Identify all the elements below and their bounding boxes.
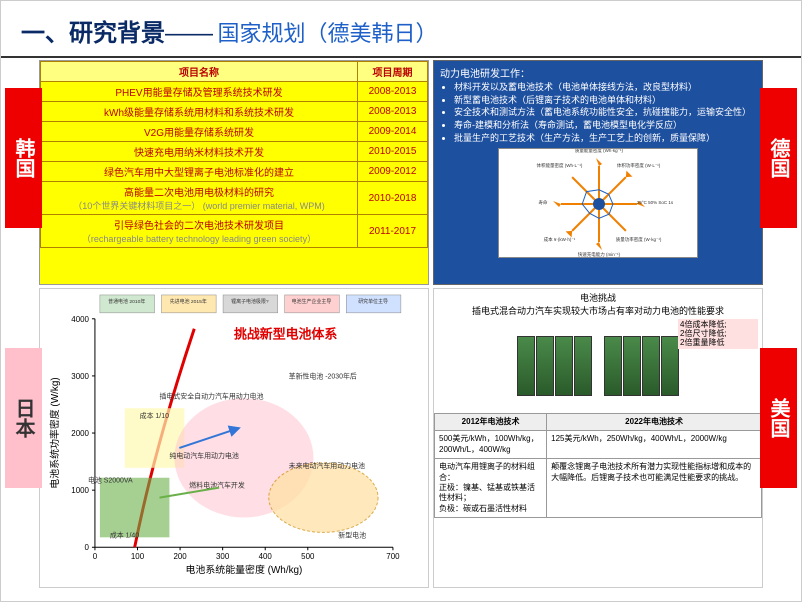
korea-cell-name: 快速充电用纳米材料技术开发 [41, 142, 358, 162]
svg-text:700: 700 [386, 552, 400, 561]
svg-text:3000: 3000 [71, 372, 89, 381]
usa-title-block: 电池挑战 插电式混合动力汽车实现较大市场占有率对动力电池的性能要求 [434, 289, 762, 319]
korea-panel: 项目名称 项目周期 PHEV用能量存储及管理系统技术研发2008-2013kWh… [39, 60, 429, 285]
svg-text:普通电池 2010年: 普通电池 2010年 [108, 298, 145, 305]
svg-text:锂离子电池极限?: 锂离子电池极限? [231, 298, 269, 305]
korea-cell-name: kWh级能量存储系统用材料和系统技术研发 [41, 102, 358, 122]
korea-th-name: 项目名称 [41, 62, 358, 82]
korea-cell-period: 2009-2012 [358, 162, 428, 182]
svg-text:电池系统能量密度 (Wh/kg): 电池系统能量密度 (Wh/kg) [186, 563, 303, 576]
label-korea: 韩国 [5, 88, 42, 228]
title-main: 一、研究背景—— [21, 20, 213, 47]
usa-th-2012: 2012年电池技术 [435, 414, 547, 431]
korea-cell-name: V2G用能量存储系统研发 [41, 122, 358, 142]
germany-panel: 动力电池研发工作： 材料开发以及蓄电池技术（电池单体接线方法，改良型材料）新型蓄… [433, 60, 763, 285]
svg-text:成本 1/40: 成本 1/40 [110, 530, 139, 539]
korea-cell-period: 2010-2015 [358, 142, 428, 162]
svg-text:先进电池 2015年: 先进电池 2015年 [170, 298, 207, 305]
label-germany: 德国 [760, 88, 797, 228]
usa-r2c1: 电动汽车用锂离子的材料组合： 正极：镍基、锰基或铁基活性材料； 负极：碳或石墨活… [435, 459, 547, 518]
slide-root: 一、研究背景—— 国家规划（德美韩日） 韩国 日本 德国 美国 项目名称 项目周… [0, 0, 802, 602]
korea-cell-name: 绿色汽车用中大型锂离子电池标准化的建立 [41, 162, 358, 182]
germany-bullet: 新型蓄电池技术（后锂离子技术的电池单体和材料） [454, 95, 756, 107]
korea-cell-period: 2008-2013 [358, 82, 428, 102]
korea-cell-name: 引导绿色社会的二次电池技术研发项目（rechargeable battery t… [41, 215, 358, 248]
svg-text:电池生产企业主导: 电池生产企业主导 [292, 298, 332, 305]
svg-text:400: 400 [259, 552, 273, 561]
svg-text:电池 S2000VA: 电池 S2000VA [88, 476, 133, 485]
usa-r2c2: 颠覆念锂离子电池技术所有潜力实现性能指标增和成本的大幅降低。后锂离子技术也可能满… [547, 459, 762, 518]
svg-text:纯电动汽车用动力电池: 纯电动汽车用动力电池 [169, 451, 238, 460]
svg-text:快速充电能力 (min⁻¹): 快速充电能力 (min⁻¹) [578, 251, 621, 258]
korea-cell-name: 高能量二次电池用电极材料的研究（10个世界关键材料项目之一） (world pr… [41, 182, 358, 215]
usa-top2: 插电式混合动力汽车实现较大市场占有率对动力电池的性能要求 [436, 304, 760, 317]
korea-cell-period: 2008-2013 [358, 102, 428, 122]
svg-text:体积能量密度 (Wh·L⁻¹): 体积能量密度 (Wh·L⁻¹) [536, 163, 582, 170]
japan-chart: 普通电池 2010年 先进电池 2015年 锂离子电池极限? 电池生产企业主导 研究单位… [40, 289, 428, 587]
germany-bullet: 批量生产的工艺技术（生产方法，生产工艺上的创新，质量保障） [454, 133, 756, 145]
svg-text:插电式安全自动力汽车用动力电池: 插电式安全自动力汽车用动力电池 [160, 391, 264, 400]
svg-text:0: 0 [93, 552, 98, 561]
svg-text:寿命: 寿命 [539, 199, 548, 206]
svg-text:25°C 50% SoC 1s: 25°C 50% SoC 1s [637, 200, 674, 205]
usa-r1c1: 500美元/kWh，100Wh/kg，200Wh/L，400W/kg [435, 431, 547, 459]
svg-text:100: 100 [131, 552, 145, 561]
svg-text:质量功率密度 (W·kg⁻¹): 质量功率密度 (W·kg⁻¹) [616, 236, 662, 243]
japan-panel: 普通电池 2010年 先进电池 2015年 锂离子电池极限? 电池生产企业主导 研究单位… [39, 288, 429, 588]
svg-text:200: 200 [173, 552, 187, 561]
korea-cell-period: 2011-2017 [358, 215, 428, 248]
svg-text:研究单位主导: 研究单位主导 [358, 298, 388, 305]
svg-text:1000: 1000 [71, 486, 89, 495]
svg-text:500: 500 [301, 552, 315, 561]
korea-cell-period: 2010-2018 [358, 182, 428, 215]
korea-table: 项目名称 项目周期 PHEV用能量存储及管理系统技术研发2008-2013kWh… [40, 61, 428, 248]
svg-text:质量能量密度 (Wh·kg⁻¹): 质量能量密度 (Wh·kg⁻¹) [575, 149, 624, 154]
germany-bullets: 材料开发以及蓄电池技术（电池单体接线方法，改良型材料）新型蓄电池技术（后锂离子技… [440, 82, 756, 144]
germany-title: 动力电池研发工作： [440, 65, 756, 80]
svg-text:革新性电池 -2030年后: 革新性电池 -2030年后 [289, 371, 357, 380]
germany-bullet: 材料开发以及蓄电池技术（电池单体接线方法，改良型材料） [454, 82, 756, 94]
slide-content: 韩国 日本 德国 美国 项目名称 项目周期 PHEV用能量存储及管理系统技术研发… [1, 58, 801, 598]
svg-text:4000: 4000 [71, 315, 89, 324]
svg-text:0: 0 [85, 543, 90, 552]
svg-text:体积功率密度 (W·L⁻¹): 体积功率密度 (W·L⁻¹) [617, 163, 661, 170]
usa-r1c2: 125美元/kWh，250Wh/kg，400Wh/L，2000W/kg [547, 431, 762, 459]
usa-top1: 电池挑战 [436, 291, 760, 304]
usa-th-2022: 2022年电池技术 [547, 414, 762, 431]
korea-cell-period: 2009-2014 [358, 122, 428, 142]
svg-text:未来电动汽车用动力电池: 未来电动汽车用动力电池 [289, 461, 365, 470]
germany-bullet: 安全技术和测试方法（蓄电池系统功能性安全，抗碰撞能力，运输安全性） [454, 107, 756, 119]
svg-text:成本 1/10: 成本 1/10 [140, 411, 169, 420]
svg-text:新型电池: 新型电池 [338, 530, 366, 539]
korea-th-period: 项目周期 [358, 62, 428, 82]
svg-text:电池系统功率密度 (W/kg): 电池系统功率密度 (W/kg) [48, 377, 61, 488]
usa-table: 2012年电池技术 2022年电池技术 500美元/kWh，100Wh/kg，2… [434, 413, 762, 518]
germany-radar-chart: 质量能量密度 (Wh·kg⁻¹) 体积功率密度 (W·L⁻¹) 25°C 50% S… [498, 148, 698, 258]
usa-battery-image [493, 321, 703, 411]
label-japan: 日本 [5, 348, 42, 488]
svg-text:挑战新型电池体系: 挑战新型电池体系 [234, 327, 337, 342]
usa-note: 4倍成本降低; 2倍尺寸降低; 2倍重量降低 [678, 319, 758, 349]
label-usa: 美国 [760, 348, 797, 488]
title-sub: 国家规划（德美韩日） [217, 21, 437, 46]
germany-bullet: 寿命-建模和分析法（寿命测试，蓄电池模型电化学反应） [454, 120, 756, 132]
usa-panel: 电池挑战 插电式混合动力汽车实现较大市场占有率对动力电池的性能要求 4倍成本降低… [433, 288, 763, 588]
korea-cell-name: PHEV用能量存储及管理系统技术研发 [41, 82, 358, 102]
svg-text:成本 ¥·(kW·h)⁻¹: 成本 ¥·(kW·h)⁻¹ [544, 236, 576, 243]
svg-text:300: 300 [216, 552, 230, 561]
slide-header: 一、研究背景—— 国家规划（德美韩日） [1, 1, 801, 58]
svg-text:2000: 2000 [71, 429, 89, 438]
